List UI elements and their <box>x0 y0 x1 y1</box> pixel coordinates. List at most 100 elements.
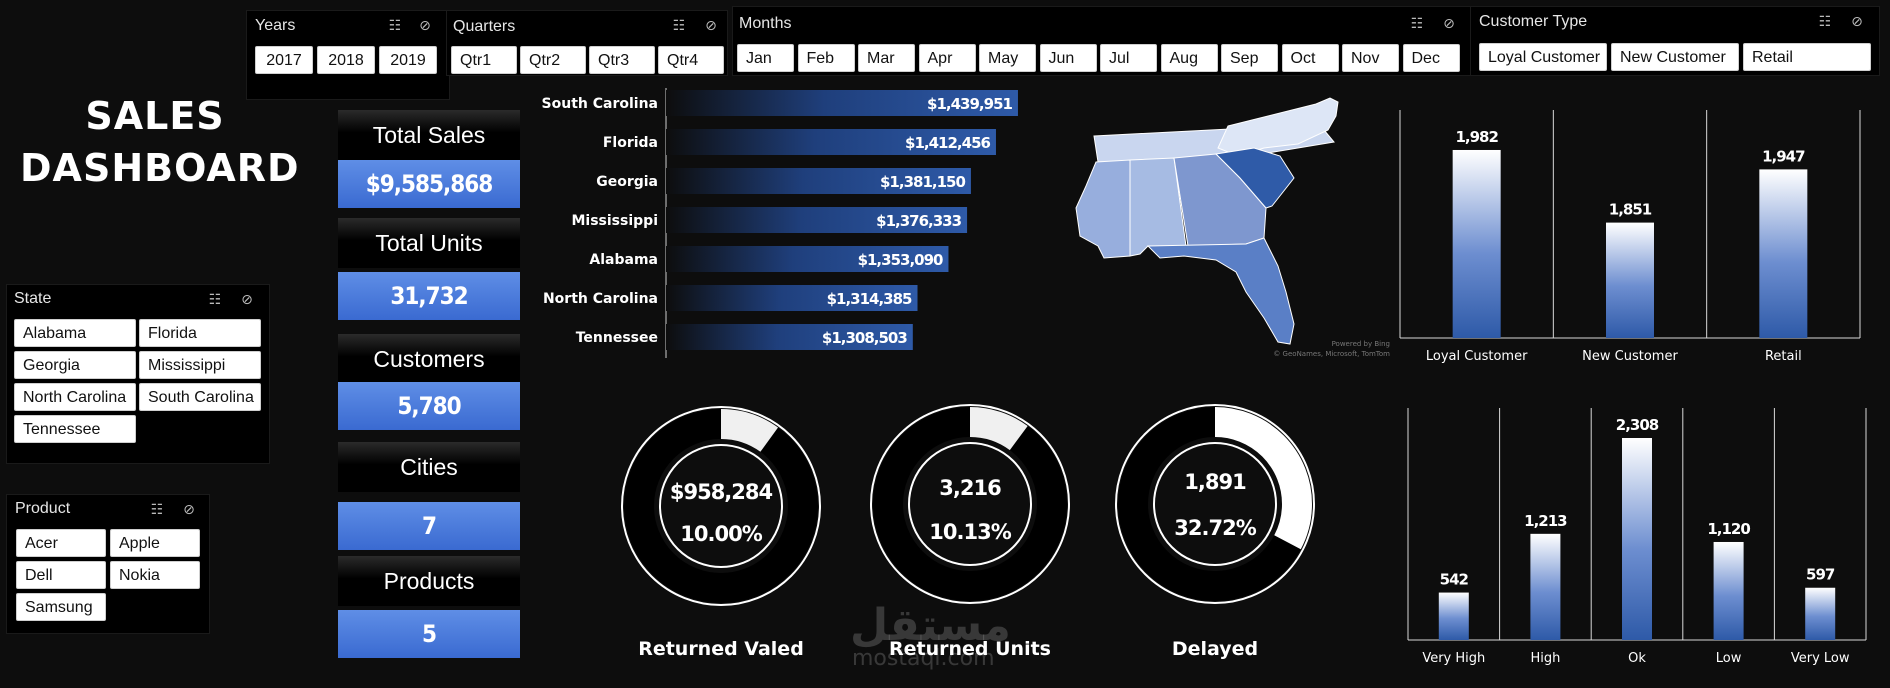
state-category-label: Alabama <box>589 252 658 268</box>
slicer-item-product[interactable]: Acer <box>16 529 106 557</box>
state-category-label: Mississippi <box>571 213 658 229</box>
slicer-item-month[interactable]: Jul <box>1100 44 1157 72</box>
slicer-item-month[interactable]: Apr <box>918 44 976 72</box>
slicer-item-quarter[interactable]: Qtr2 <box>520 46 586 74</box>
clear-filter-icon[interactable]: ⊘ <box>705 18 717 34</box>
watermark-logo: مستقل <box>850 600 1011 651</box>
clear-filter-icon[interactable]: ⊘ <box>1851 14 1863 30</box>
state-value-label: $1,439,951 <box>927 95 1012 113</box>
state-bar[interactable] <box>666 324 913 350</box>
bar-category-label: Loyal Customer <box>1426 349 1528 364</box>
satisfaction-chart: 542 Very High 1,213 High 2,308 Ok 1,120 Low 597 V… <box>1407 408 1867 666</box>
clear-filter-icon[interactable]: ⊘ <box>183 502 195 518</box>
slicer-item-state[interactable]: Florida <box>139 319 261 347</box>
multi-select-icon[interactable]: ☷ <box>150 502 164 518</box>
title-line-2: DASHBOARD <box>20 146 300 190</box>
slicer-item-customer-type[interactable]: New Customer <box>1611 43 1739 71</box>
multi-select-icon[interactable]: ☷ <box>1410 16 1424 32</box>
slicer-item-month[interactable]: Jun <box>1039 44 1097 72</box>
slicer-item-year[interactable]: 2019 <box>379 46 437 74</box>
bar[interactable] <box>1438 592 1469 640</box>
slicer-item-state[interactable]: South Carolina <box>139 383 261 411</box>
multi-select-icon[interactable]: ☷ <box>672 18 686 34</box>
state-value-label: $1,314,385 <box>827 290 912 308</box>
bar-value-label: 1,213 <box>1524 512 1567 530</box>
slicer-item-month[interactable]: Mar <box>858 44 915 72</box>
slicer-item-month[interactable]: Oct <box>1281 44 1339 72</box>
state-bar[interactable] <box>666 285 918 311</box>
quarters-slicer: Quarters ☷ ⊘ Qtr1 Qtr2 Qtr3 Qtr4 <box>446 10 728 76</box>
slicer-item-customer-type[interactable]: Retail <box>1743 43 1871 71</box>
slicer-item-month[interactable]: Dec <box>1402 44 1460 72</box>
slicer-item-state[interactable]: Alabama <box>14 319 136 347</box>
map-state-south-carolina[interactable] <box>1214 147 1295 209</box>
bar-category-label: Very Low <box>1791 651 1850 666</box>
state-bar[interactable] <box>666 90 1018 116</box>
slicer-item-product[interactable]: Nokia <box>110 561 200 589</box>
bar-value-label: 1,947 <box>1762 147 1805 165</box>
slicer-item-month[interactable]: Feb <box>797 44 855 72</box>
returned-valued-percent: 10.00% <box>680 522 762 546</box>
bar[interactable] <box>1530 533 1561 640</box>
returned-units-percent: 10.13% <box>929 520 1011 544</box>
donut-segment[interactable] <box>624 409 818 603</box>
map-state-florida[interactable] <box>1146 237 1295 345</box>
slicer-item-product[interactable]: Dell <box>16 561 106 589</box>
bar-category-label: Ok <box>1628 651 1646 666</box>
slicer-item-quarter[interactable]: Qtr4 <box>658 46 724 74</box>
state-bar[interactable] <box>666 246 949 272</box>
slicer-item-month[interactable]: Sep <box>1221 44 1278 72</box>
bar[interactable] <box>1452 149 1501 338</box>
slicer-item-month[interactable]: Nov <box>1342 44 1399 72</box>
state-bar[interactable] <box>666 207 968 233</box>
slicer-item-state[interactable]: Mississippi <box>139 351 261 379</box>
slicer-item-quarter[interactable]: Qtr1 <box>451 46 517 74</box>
bar[interactable] <box>1622 438 1652 640</box>
clear-filter-icon[interactable]: ⊘ <box>241 292 253 308</box>
map-attribution-line-2: © GeoNames, Microsoft, TomTom <box>1273 350 1390 358</box>
state-value-label: $1,412,456 <box>905 134 990 152</box>
state-bar[interactable] <box>666 129 996 155</box>
state-slicer-title: State <box>14 290 52 307</box>
multi-select-icon[interactable]: ☷ <box>388 18 402 34</box>
clear-filter-icon[interactable]: ⊘ <box>419 18 431 34</box>
slicer-item-state[interactable]: Tennessee <box>14 415 136 443</box>
kpi-total-units-value: 31,732 <box>338 272 520 320</box>
donut-segment[interactable] <box>873 407 1067 601</box>
state-value-label: $1,376,333 <box>876 212 961 230</box>
slicer-item-month[interactable]: Jan <box>737 44 794 72</box>
slicer-item-product[interactable]: Apple <box>110 529 200 557</box>
dashboard-title: SALES DASHBOARD <box>20 90 300 194</box>
state-map: Powered by Bing © GeoNames, Microsoft, T… <box>1075 97 1390 358</box>
state-category-label: South Carolina <box>542 96 658 112</box>
slicer-item-customer-type[interactable]: Loyal Customer <box>1479 43 1607 71</box>
years-slicer-title: Years <box>255 17 296 34</box>
multi-select-icon[interactable]: ☷ <box>1818 14 1832 30</box>
bar[interactable] <box>1713 541 1744 640</box>
returned-valued-value: $958,284 <box>669 480 773 504</box>
clear-filter-icon[interactable]: ⊘ <box>1443 16 1455 32</box>
slicer-item-year[interactable]: 2017 <box>255 46 313 74</box>
bar-value-label: 597 <box>1806 566 1835 584</box>
bar[interactable] <box>1606 222 1654 338</box>
slicer-item-quarter[interactable]: Qtr3 <box>589 46 655 74</box>
slicer-item-product[interactable]: Samsung <box>16 593 106 621</box>
donut-segment[interactable] <box>1118 407 1312 601</box>
title-line-1: SALES <box>85 94 225 138</box>
slicer-item-year[interactable]: 2018 <box>317 46 375 74</box>
customer-type-chart: 1,982 Loyal Customer 1,851 New Customer 1,94… <box>1399 110 1861 364</box>
bar[interactable] <box>1805 587 1836 640</box>
bar-value-label: 542 <box>1440 571 1469 589</box>
multi-select-icon[interactable]: ☷ <box>208 292 222 308</box>
delayed-percent: 32.72% <box>1174 516 1256 540</box>
slicer-item-state[interactable]: North Carolina <box>14 383 136 411</box>
state-bar[interactable] <box>666 168 971 194</box>
slicer-item-state[interactable]: Georgia <box>14 351 136 379</box>
slicer-item-month[interactable]: Aug <box>1160 44 1218 72</box>
kpi-cities-label: Cities <box>338 442 520 492</box>
kpi-total-units-label: Total Units <box>338 218 520 268</box>
watermark-url: mostaql.com <box>852 646 995 671</box>
bar[interactable] <box>1759 169 1808 338</box>
map-state-mississippi[interactable] <box>1075 159 1131 259</box>
slicer-item-month[interactable]: May <box>979 44 1036 72</box>
